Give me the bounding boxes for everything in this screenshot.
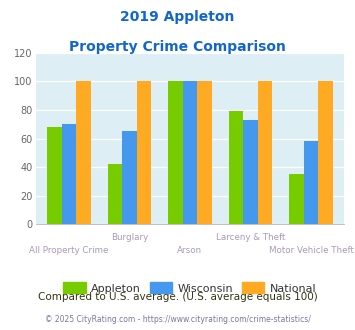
Bar [304, 142, 318, 224]
Text: 2019 Appleton: 2019 Appleton [120, 10, 235, 24]
Bar [47, 127, 61, 224]
Text: Arson: Arson [178, 246, 202, 255]
Text: Compared to U.S. average. (U.S. average equals 100): Compared to U.S. average. (U.S. average … [38, 292, 317, 302]
Text: Property Crime Comparison: Property Crime Comparison [69, 40, 286, 53]
Bar [61, 124, 76, 224]
Bar [243, 120, 258, 224]
Bar [183, 82, 197, 224]
Bar [229, 112, 243, 224]
Bar [289, 174, 304, 224]
Bar [168, 82, 183, 224]
Text: Larceny & Theft: Larceny & Theft [216, 233, 285, 242]
Bar [122, 131, 137, 224]
Bar [108, 164, 122, 224]
Text: All Property Crime: All Property Crime [29, 246, 109, 255]
Bar [258, 82, 272, 224]
Text: Motor Vehicle Theft: Motor Vehicle Theft [269, 246, 354, 255]
Bar [318, 82, 333, 224]
Bar [76, 82, 91, 224]
Legend: Appleton, Wisconsin, National: Appleton, Wisconsin, National [59, 278, 321, 298]
Bar [197, 82, 212, 224]
Text: Burglary: Burglary [111, 233, 148, 242]
Bar [137, 82, 151, 224]
Text: © 2025 CityRating.com - https://www.cityrating.com/crime-statistics/: © 2025 CityRating.com - https://www.city… [45, 315, 310, 324]
